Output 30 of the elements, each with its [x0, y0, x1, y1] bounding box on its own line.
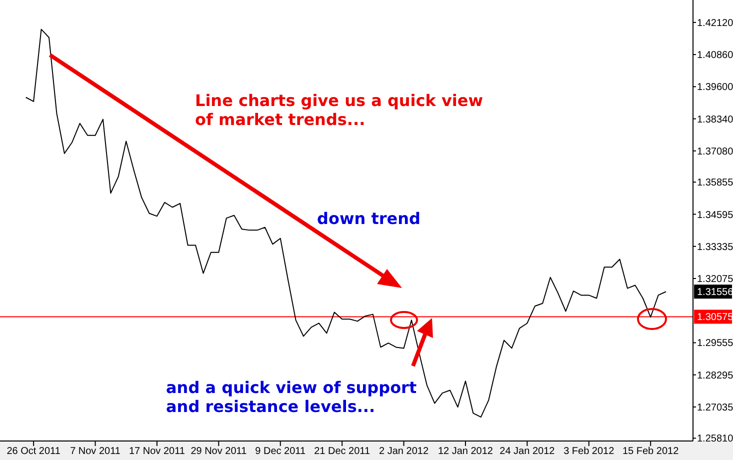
- x-tick-label: 2 Jan 2012: [379, 446, 429, 457]
- y-tick-label: 1.28295: [697, 370, 733, 382]
- x-tick-label: 24 Jan 2012: [500, 446, 556, 457]
- y-tick-label: 1.27035: [697, 402, 733, 414]
- x-tick-label: 29 Nov 2011: [190, 446, 248, 457]
- ref-line-label: 1.30575: [697, 312, 733, 324]
- y-tick-label: 1.40860: [697, 50, 733, 62]
- y-tick-label: 1.38340: [697, 114, 733, 126]
- x-tick-label: 15 Feb 2012: [622, 446, 680, 457]
- annotation: down trend: [317, 209, 420, 228]
- x-tick-label: 26 Oct 2011: [6, 446, 61, 457]
- annotation: and a quick view of support and resistance levels...: [166, 378, 417, 416]
- x-tick-label: 7 Nov 2011: [70, 446, 121, 457]
- x-tick-label: 12 Jan 2012: [438, 446, 494, 457]
- y-tick-label: 1.33335: [697, 242, 733, 253]
- line-series: [25, 28, 667, 418]
- y-tick-label: 1.39600: [697, 82, 733, 94]
- y-tick-label: 1.37080: [697, 146, 733, 158]
- y-tick-label: 1.29555: [697, 338, 733, 350]
- text: 1.31556: [697, 287, 733, 298]
- y-tick-label: 1.25810: [697, 434, 733, 445]
- x-tick-label: 9 Dec 2011: [255, 446, 306, 457]
- y-tick-label: 1.34595: [697, 210, 733, 221]
- y-tick-label: 1.35855: [697, 178, 733, 189]
- annotation: Line charts give us a quick view of market trends...: [195, 91, 484, 129]
- x-tick-label: 17 Nov 2011: [128, 446, 186, 457]
- x-tick-label: 3 Feb 2012: [564, 446, 615, 457]
- x-tick-label: 21 Dec 2011: [314, 446, 370, 457]
- y-tick-label: 1.32075: [697, 274, 733, 285]
- y-tick-label: 1.42120: [697, 18, 733, 29]
